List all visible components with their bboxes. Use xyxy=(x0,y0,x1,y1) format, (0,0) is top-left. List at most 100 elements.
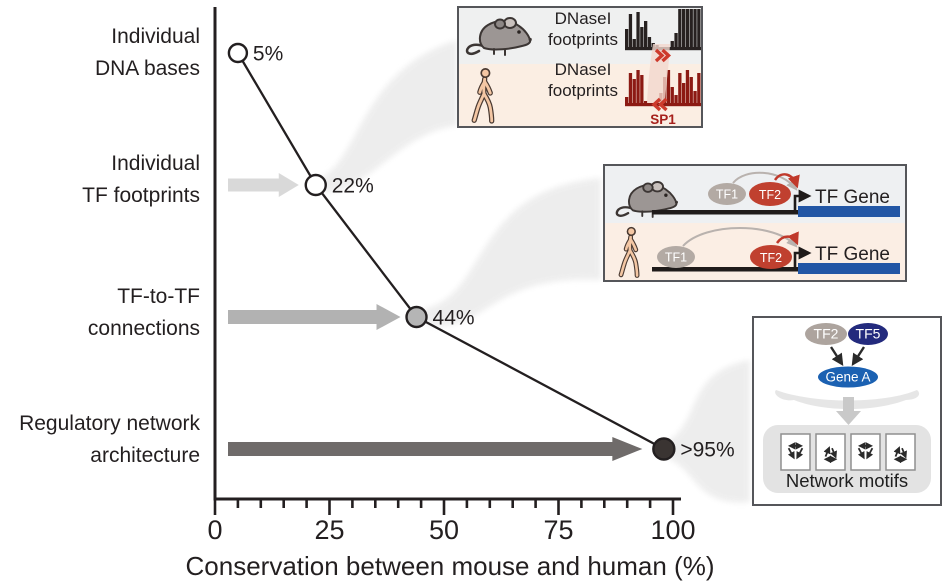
tfgene-inset-drawing: TF1 TF2 TF Gene TF1 TF2 TF Gene xyxy=(605,166,905,280)
histogram-bar xyxy=(636,12,640,47)
histogram-bar xyxy=(697,9,701,47)
histogram-bar xyxy=(640,27,644,47)
tf2-label: TF2 xyxy=(759,188,781,202)
category-arrow xyxy=(228,173,299,197)
motif-card xyxy=(885,433,916,471)
histogram-bar xyxy=(625,97,629,103)
swoosh-to-network-inset xyxy=(667,360,750,503)
down-arrow-icon xyxy=(836,397,861,425)
sp1-label: SP1 xyxy=(650,112,676,126)
histogram-bar xyxy=(674,33,678,47)
tss-arrow-icon xyxy=(793,246,812,269)
data-point xyxy=(227,42,249,64)
category-label-line: connections xyxy=(87,317,200,340)
histogram-bar xyxy=(625,29,629,47)
category-label-regulatory-network-architecture: Regulatory network architecture xyxy=(0,408,200,472)
tf1-oval xyxy=(708,183,746,205)
tf2-regulation-arc xyxy=(775,231,799,246)
histogram-bar xyxy=(689,9,693,47)
data-points xyxy=(227,42,676,461)
motif-card xyxy=(815,433,846,471)
histogram-bar xyxy=(640,75,644,103)
connector-swooshes xyxy=(320,40,750,503)
category-arrow xyxy=(228,304,401,330)
data-point-label: 22% xyxy=(332,175,374,198)
category-label-line: Individual xyxy=(111,152,200,175)
human-dnase-label-line2: footprints xyxy=(548,81,618,100)
tf5-oval xyxy=(848,323,888,345)
tf-gene-label: TF Gene xyxy=(815,187,890,208)
data-point-label: 5% xyxy=(253,43,283,66)
histogram-bar xyxy=(674,95,678,103)
category-label-line: Regulatory network xyxy=(19,412,200,435)
data-point-label: 44% xyxy=(433,307,475,330)
trend-line xyxy=(236,52,665,451)
tf1-oval xyxy=(657,246,695,268)
axis-tick-label: 100 xyxy=(650,515,695,545)
histogram-bar xyxy=(632,79,636,103)
collapse-brace xyxy=(775,390,920,409)
motif-card xyxy=(780,433,811,471)
axis-tick-label: 25 xyxy=(314,515,344,545)
category-label-individual-tf-footprints: Individual TF footprints xyxy=(0,148,200,212)
gene-a-oval xyxy=(818,366,878,388)
histogram-bar xyxy=(670,87,674,103)
category-label-line: TF footprints xyxy=(82,184,200,207)
tf2-label: TF2 xyxy=(814,326,839,342)
motif-card xyxy=(850,433,881,471)
tf5-to-gene-arrow xyxy=(851,346,866,367)
category-label-line: TF-to-TF xyxy=(117,285,200,308)
x-axis-title: Conservation between mouse and human (%) xyxy=(186,551,715,581)
data-point-labels: 5% 22% 44% >95% xyxy=(253,43,735,462)
swoosh-to-dnase-inset xyxy=(320,40,457,193)
category-label-individual-dna-bases: Individual DNA bases xyxy=(0,21,200,85)
chevron-right-icon xyxy=(654,48,672,63)
axis-tick-label: 0 xyxy=(207,515,222,545)
category-label-line: DNA bases xyxy=(94,57,200,80)
histogram-bar xyxy=(689,77,693,103)
tss-arrow-icon xyxy=(793,189,812,212)
histogram-bar xyxy=(670,41,674,47)
category-label-line: architecture xyxy=(90,444,200,467)
histogram-bar xyxy=(682,83,686,103)
swoosh-to-tfgene-inset xyxy=(424,178,601,327)
data-point xyxy=(652,437,676,461)
category-label-line: Individual xyxy=(111,25,200,48)
category-label-tf-to-tf-connections: TF-to-TF connections xyxy=(0,281,200,345)
histogram-bar xyxy=(644,101,648,103)
tf2-oval xyxy=(805,323,847,345)
tf-gene-label: TF Gene xyxy=(815,244,890,265)
category-arrows xyxy=(228,173,643,461)
tf2-label: TF2 xyxy=(760,251,782,265)
network-inset-drawing: TF2 TF5 Gene A Network motifs xyxy=(763,323,931,493)
histogram-bar xyxy=(693,9,697,47)
mouse-dnase-label-line1: DNaseI xyxy=(555,9,612,28)
inset-dnase-footprints: DNaseI footprints DNaseI footprints SP1 xyxy=(457,6,703,128)
network-motifs-caption: Network motifs xyxy=(786,470,908,491)
data-point xyxy=(304,173,327,197)
x-axis-tick-labels: 0 25 50 75 100 xyxy=(207,515,695,545)
gene-a-label: Gene A xyxy=(825,370,870,385)
axis-tick-label: 50 xyxy=(429,515,459,545)
tf1-regulation-arc xyxy=(682,227,798,248)
histogram-bar xyxy=(628,14,633,47)
dna-line xyxy=(652,267,800,272)
human-dnase-label-line1: DNaseI xyxy=(555,60,612,79)
data-point xyxy=(405,305,428,329)
histogram-bar xyxy=(632,39,636,47)
histogram-bar xyxy=(685,9,690,47)
trend-line-group xyxy=(236,52,665,451)
dnase-inset-drawing: DNaseI footprints DNaseI footprints SP1 xyxy=(459,8,701,126)
histogram-bar xyxy=(628,73,633,103)
tf5-label: TF5 xyxy=(856,326,881,342)
histogram-bar xyxy=(678,9,682,47)
histogram-bar xyxy=(678,73,682,103)
tf2-oval xyxy=(750,245,792,269)
histogram-bar xyxy=(636,70,640,103)
tf2-regulation-arc xyxy=(773,173,800,189)
axis-tick-label: 75 xyxy=(543,515,573,545)
category-arrow xyxy=(228,437,643,461)
gene-body-bar xyxy=(798,263,900,274)
